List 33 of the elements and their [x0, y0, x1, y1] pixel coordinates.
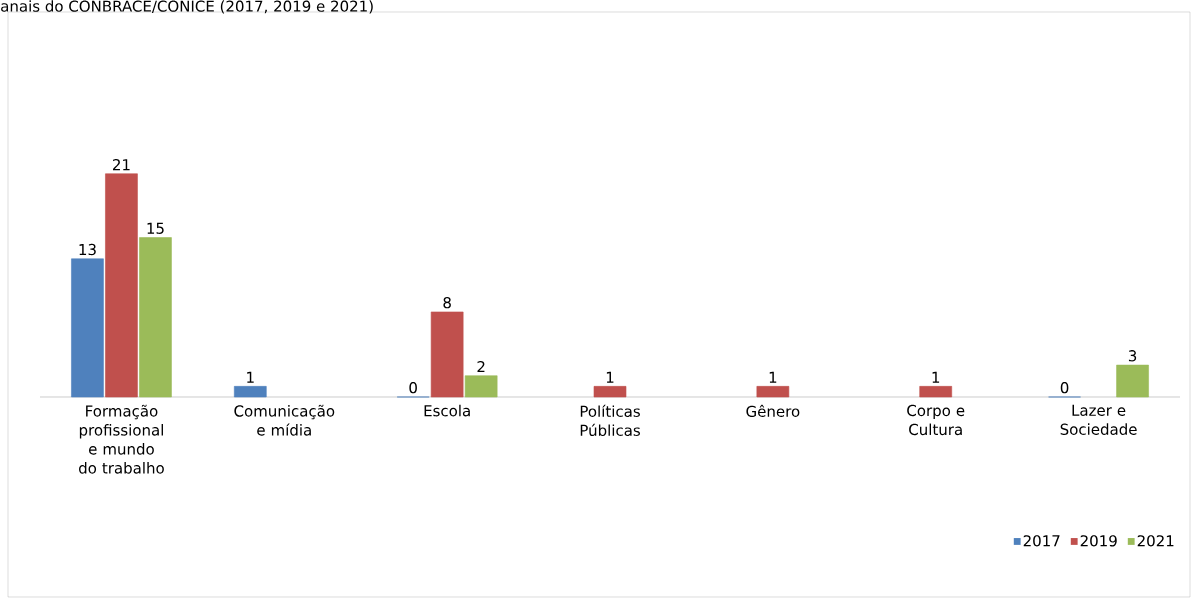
data-label: 0 [1060, 382, 1069, 394]
x-tick-label: Lazer e Sociedade [1060, 404, 1137, 435]
x-tick-label: Escola [424, 404, 470, 417]
bar [756, 386, 790, 398]
bar [234, 386, 267, 398]
data-label: 15 [147, 222, 164, 234]
data-label: 3 [1128, 350, 1137, 362]
data-label: 13 [79, 243, 96, 256]
data-label: 0 [409, 382, 417, 394]
data-label: 1 [247, 371, 254, 383]
data-label: 1 [606, 371, 614, 383]
chart-title: anais do CONBRACE/CONICE (2017, 2019 e 2021) [1, 0, 373, 14]
bar [593, 386, 627, 398]
x-tick-label: Formação profissional e mundo do trabalho [79, 404, 164, 474]
bar [105, 173, 138, 398]
data-label: 1 [769, 371, 777, 383]
x-tick-label: Comunicação e mídia [234, 404, 335, 436]
data-label: 8 [443, 296, 451, 309]
legend-label: 2021 [1137, 535, 1174, 547]
x-tick-label: Corpo e Cultura [907, 404, 965, 436]
data-label: 21 [113, 159, 130, 171]
data-label: 1 [932, 371, 940, 383]
bar [919, 386, 953, 398]
legend-label: 2017 [1023, 535, 1060, 547]
data-label: 2 [477, 360, 485, 373]
bar [71, 258, 104, 398]
legend-label: 2019 [1080, 535, 1117, 547]
bar [139, 237, 172, 398]
x-tick-label: Gênero [746, 404, 800, 418]
x-tick-label: Políticas Públicas [580, 404, 640, 437]
bar [430, 311, 464, 398]
bar [1116, 364, 1149, 398]
bar [464, 375, 498, 398]
